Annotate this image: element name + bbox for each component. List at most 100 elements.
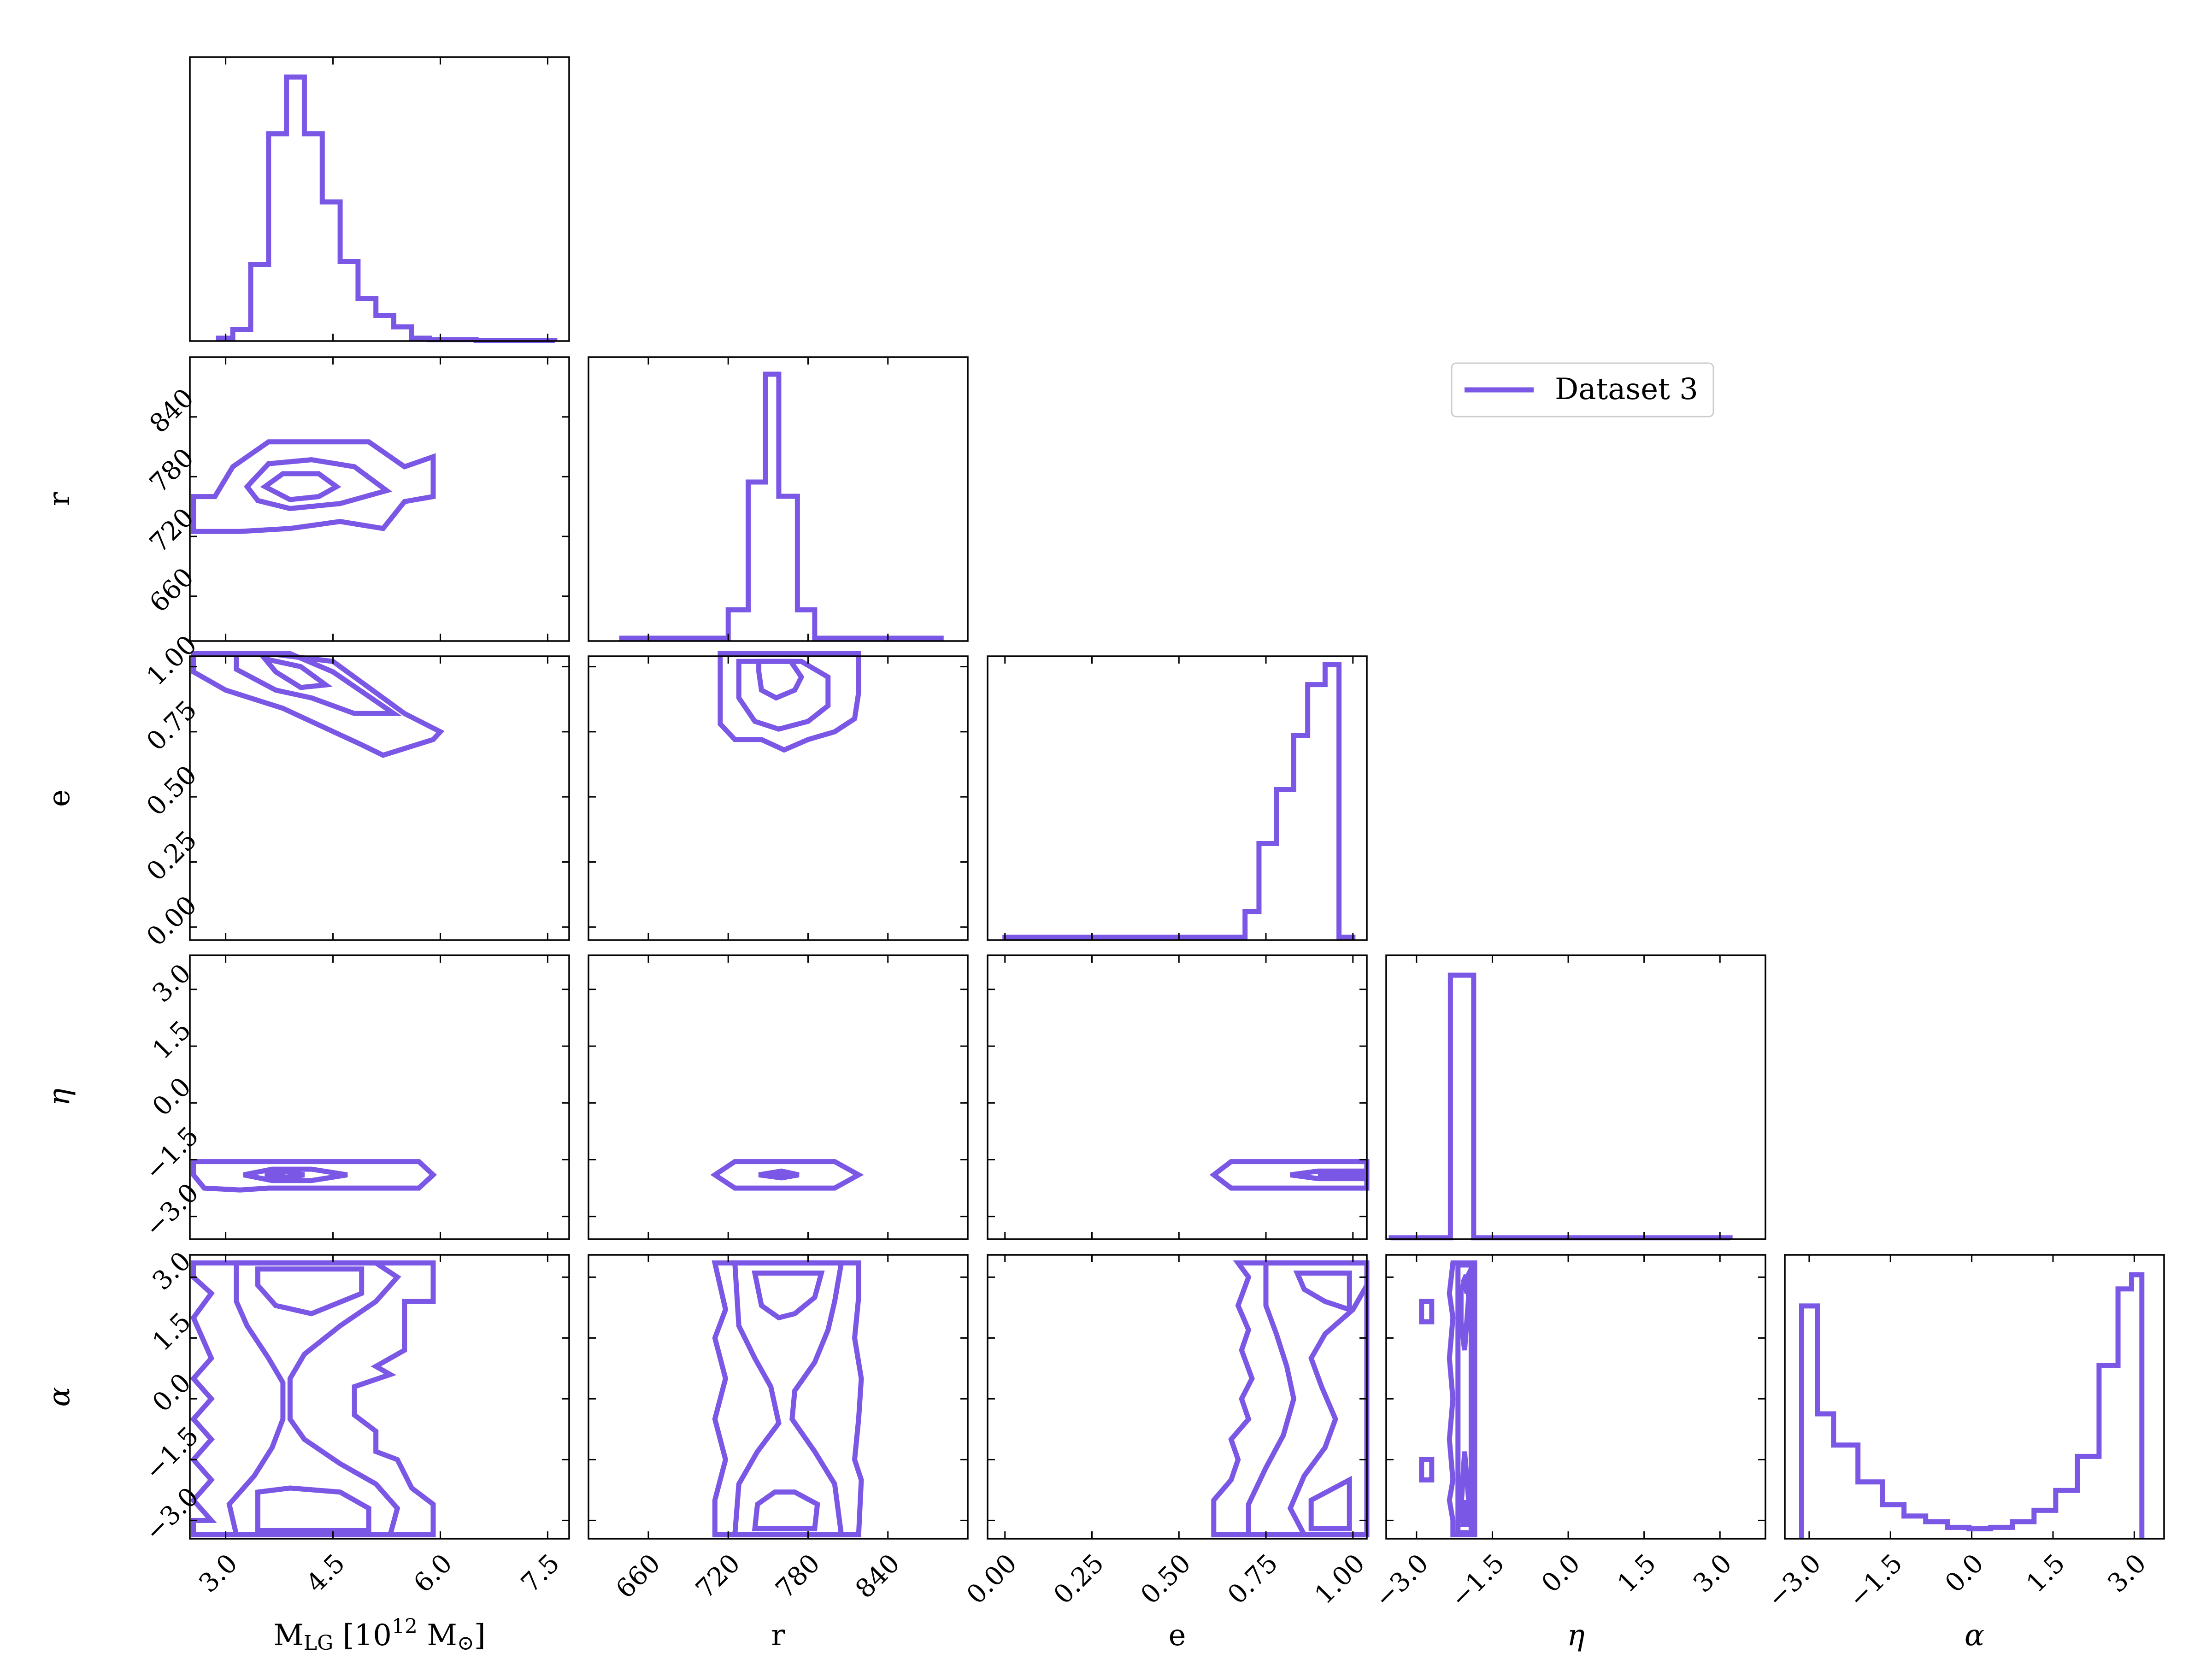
panel-frame (588, 356, 969, 642)
y-tick-label-r: 660 (144, 562, 200, 618)
x-tick-label-r: 720 (690, 1548, 746, 1605)
histogram-e (1002, 662, 1356, 940)
x-tick-label-e: 0.25 (1048, 1548, 1110, 1610)
panel-frame (189, 1254, 570, 1540)
panel-frame (189, 356, 570, 642)
contour-eta_alpha-2 (1419, 1299, 1435, 1324)
panel-frame (987, 954, 1368, 1240)
x-tick-label-e: 0.75 (1222, 1548, 1284, 1610)
contour-M_alpha-4 (255, 1485, 371, 1533)
contour-M_alpha-3 (255, 1266, 365, 1317)
panel-alpha-vs-e: 0.00 0.25 0.50 0.75 1.00 (961, 1254, 1371, 1610)
panel-alpha-vs-M: 3.0 4.5 6.0 7.5−3.0−1.50.01.53.0 (139, 1246, 570, 1599)
contour-M_e-3 (258, 654, 333, 690)
contour-eta_alpha-4 (1455, 1262, 1474, 1535)
y-tick-label-r: 780 (144, 443, 200, 499)
contour-e_alpha-4 (1308, 1476, 1352, 1531)
panel-e-vs-e (987, 655, 1368, 941)
x-tick-label-r: 840 (850, 1548, 906, 1605)
panel-frame (189, 655, 570, 941)
panel-r-vs-r (588, 356, 969, 642)
contour-r_alpha-4 (752, 1489, 820, 1531)
contour-r_eta-1 (710, 1159, 864, 1191)
x-axis-label-eta: η (1567, 1618, 1584, 1653)
x-tick-label-alpha: −3.0 (1762, 1548, 1827, 1614)
panel-eta-vs-r (588, 954, 969, 1240)
contour-M_alpha-2 (226, 1260, 401, 1537)
contour-M_eta-3 (265, 1169, 305, 1180)
x-tick-label-eta: −3.0 (1369, 1548, 1434, 1614)
x-tick-label-M: 4.5 (300, 1548, 351, 1599)
panel-frame (987, 1254, 1368, 1540)
contour-M_r-3 (260, 471, 341, 502)
contour-r_e-1 (718, 651, 861, 753)
contour-r_alpha-2 (732, 1260, 845, 1537)
legend-frame (1451, 362, 1714, 418)
x-tick-label-eta: −1.5 (1445, 1548, 1510, 1614)
panel-frame (1784, 1254, 2165, 1540)
x-tick-label-r: 660 (610, 1548, 666, 1605)
panel-frame (588, 1254, 969, 1540)
contour-M_e-2 (234, 651, 402, 716)
panel-frame (588, 655, 969, 941)
y-tick-label-r: 840 (144, 383, 200, 439)
contour-r_e-3 (756, 659, 805, 701)
contour-r_eta-3 (770, 1171, 791, 1179)
x-tick-label-e: 0.00 (961, 1548, 1023, 1610)
x-tick-label-alpha: 1.5 (2021, 1548, 2071, 1599)
contour-eta_alpha-1 (1419, 1457, 1435, 1483)
panel-M-vs-M (189, 56, 570, 343)
panel-eta-vs-e (987, 954, 1370, 1240)
contour-r_e-2 (736, 659, 831, 732)
contour-M_alpha-1 (190, 1260, 436, 1537)
panel-alpha-vs-r: 660 720 780 840 (588, 1254, 969, 1605)
contour-eta_alpha-7 (1460, 1500, 1470, 1527)
histogram-r (619, 371, 944, 641)
x-tick-label-eta: 1.5 (1612, 1548, 1662, 1599)
panel-eta-vs-eta (1385, 954, 1766, 1241)
panel-alpha-vs-alpha: −3.0 −1.5 0.0 1.5 3.0 (1762, 1254, 2165, 1614)
y-tick-label-e: 0.75 (141, 695, 203, 757)
panel-alpha-vs-eta: −3.0 −1.5 0.0 1.5 3.0 (1369, 1254, 1766, 1614)
contour-M_r-2 (243, 457, 393, 512)
x-tick-label-M: 6.0 (408, 1548, 458, 1599)
x-tick-label-alpha: 0.0 (1939, 1548, 1989, 1599)
x-tick-label-alpha: −1.5 (1843, 1548, 1908, 1614)
panel-frame (189, 954, 570, 1240)
x-axis-label-r: r (771, 1618, 785, 1653)
x-tick-label-M: 3.0 (193, 1548, 243, 1599)
contour-eta_alpha-3 (1447, 1260, 1477, 1537)
corner-panels: 6607207808400.000.250.500.751.00−3.0−1.5… (42, 56, 2165, 1655)
x-axis-label-alpha: α (1965, 1618, 1984, 1653)
contour-M_e-1 (191, 651, 445, 758)
panel-frame (588, 954, 969, 1240)
y-tick-label-e: 0.50 (141, 760, 203, 822)
contour-e_eta-3 (1318, 1170, 1370, 1180)
y-tick-label-e: 0.25 (141, 825, 203, 887)
legend: Dataset 3 (1451, 362, 1714, 418)
x-tick-label-eta: 3.0 (1688, 1548, 1738, 1599)
contour-M_r-1 (191, 439, 436, 534)
contour-r_alpha-1 (712, 1260, 864, 1537)
contour-M_eta-2 (243, 1166, 348, 1183)
y-axis-label-r: r (42, 492, 76, 506)
y-tick-label-alpha: −3.0 (139, 1482, 205, 1547)
panel-frame (1385, 1254, 1766, 1540)
x-tick-label-r: 780 (770, 1548, 826, 1605)
x-tick-label-e: 1.00 (1309, 1548, 1371, 1610)
histogram-M (216, 74, 558, 343)
y-axis-label-alpha: α (42, 1387, 76, 1406)
panel-e-vs-r (588, 651, 969, 941)
x-tick-label-eta: 0.0 (1536, 1548, 1586, 1599)
contour-r_alpha-3 (752, 1271, 825, 1321)
contour-eta_alpha-8 (1461, 1274, 1470, 1294)
contour-e_alpha-2 (1246, 1260, 1370, 1537)
contour-e_alpha-3 (1293, 1271, 1352, 1313)
y-tick-label-alpha: −1.5 (139, 1421, 205, 1486)
x-tick-label-alpha: 3.0 (2102, 1548, 2152, 1599)
histogram-eta (1388, 972, 1733, 1241)
contour-e_alpha-1 (1211, 1260, 1370, 1537)
x-axis-label-M: MLG [1012 M⊙] (273, 1615, 485, 1655)
